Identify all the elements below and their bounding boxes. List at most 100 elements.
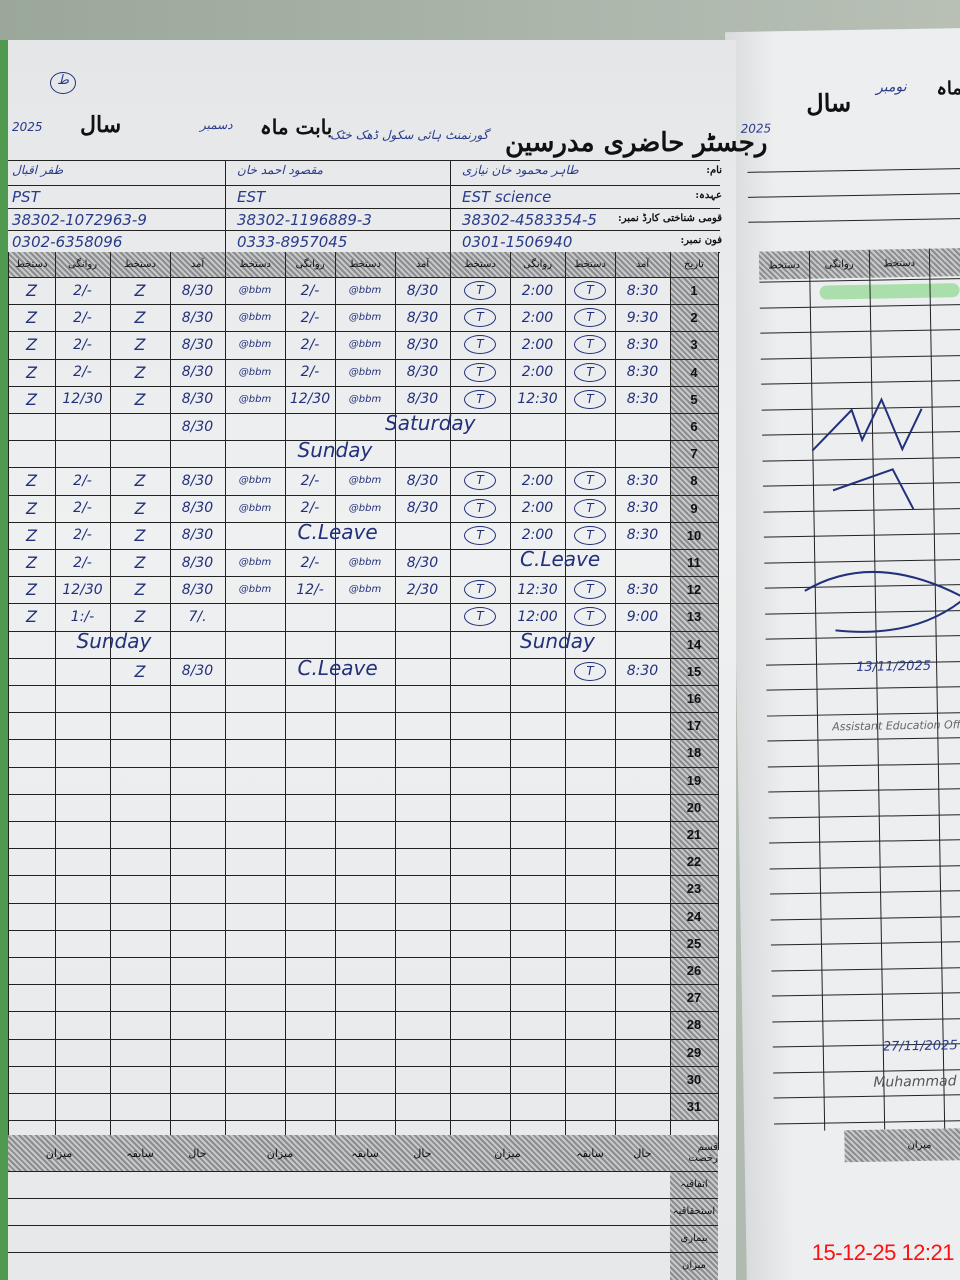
signature-mark: Z [110,304,170,331]
arrival-time: 8:30 [626,500,659,517]
arrival-time: 8/30 [181,472,214,489]
signature-mark: T [565,576,615,603]
leave-type-row: بیماری [680,1233,708,1244]
signature-icon: @bbm [238,312,272,324]
teacher-2-phone: 0333-8957045 [237,233,348,251]
right-header: روانگی [824,258,854,270]
signature-icon: T [574,335,606,355]
right-date: 13/11/2025 [856,658,932,675]
signature-icon: Z [134,308,146,328]
signature-icon: @bbm [238,285,272,297]
teacher-3-designation: PST [12,188,40,206]
departure-time: 2/- [300,336,320,353]
arrival-time: 8/30 [406,554,439,571]
column-header: روانگی [67,259,98,270]
signature-mark: Z [110,495,170,522]
teacher-1-cnic: 38302-4583354-5 [462,211,597,229]
signature-icon: T [574,661,606,681]
signature-mark: @bbm [335,277,395,304]
signature-mark: T [565,331,615,358]
signature-icon: @bbm [238,475,272,487]
arrival-time: 8/30 [181,418,214,435]
signature-icon: Z [134,389,146,409]
day-number: 2 [690,310,698,326]
info-label-cnic: قومی شناختی کارڈ نمبر: [618,213,722,224]
arrival-time: 7/. [188,608,207,625]
arrival-time: 2/30 [406,581,439,598]
day-number: 8 [690,473,698,489]
signature-mark: @bbm [335,576,395,603]
right-stamp-name: Muhammad [873,1073,957,1091]
day-number: 31 [686,1099,702,1115]
signature-mark: T [565,386,615,413]
signature-icon: Z [26,553,37,573]
day-column-band [670,252,718,1121]
day-number: 19 [686,772,702,788]
signature-mark: Z [8,331,55,358]
day-number: 7 [690,446,698,462]
handwritten-note: C.Leave [297,655,378,680]
right-year-label: سال [806,88,852,118]
signature-icon: @bbm [238,366,272,378]
signature-mark: @bbm [225,467,285,494]
teacher-1-designation: EST science [462,188,552,206]
arrival-time: 8:30 [626,282,659,299]
signature-icon: Z [134,335,146,355]
departure-time: 12:00 [517,608,558,625]
signature-icon: Z [26,389,37,409]
arrival-time: 8:30 [626,663,659,680]
signature-mark: T [565,277,615,304]
signature-mark: @bbm [335,495,395,522]
signature-mark: Z [110,549,170,576]
signature-icon: T [574,471,606,491]
arrival-time: 8/30 [406,309,439,326]
signature-mark: T [450,386,510,413]
leave-summary-column: میزان [45,1146,73,1160]
leave-type-row: استحقاقیہ [672,1206,716,1217]
signature-icon: T [574,389,606,409]
signature-mark: Z [110,658,170,685]
header-band [8,252,718,277]
signature-icon: @bbm [348,502,382,514]
column-header: دستخط [124,259,156,270]
arrival-time: 8/30 [181,554,214,571]
departure-time: 1:/- [70,608,95,625]
arrival-time: 8/30 [406,391,439,408]
year-value: 2025 [12,120,43,134]
arrival-time: 8:30 [626,472,659,489]
teacher-3-phone: 0302-6358096 [12,233,123,251]
signature-mark: T [450,576,510,603]
signature-mark: T [450,304,510,331]
arrival-time: 8:30 [626,581,659,598]
signature-mark: T [450,603,510,630]
signature-icon: @bbm [238,557,272,569]
column-header: روانگی [295,259,325,270]
departure-time: 2/- [73,364,92,381]
signature-mark: Z [110,467,170,494]
signature-icon: @bbm [348,312,382,324]
signature-icon: @bbm [238,584,272,596]
signature-mark: Z [8,359,55,386]
day-number: 17 [686,718,702,734]
day-number: 4 [690,364,698,380]
signature-icon: Z [134,553,146,573]
day-number: 30 [686,1071,702,1087]
day-number: 12 [686,582,702,598]
signature-icon: Z [26,607,37,627]
signature-mark: Z [110,331,170,358]
right-date: 27/11/2025 [882,1038,958,1055]
info-label-name: نام: [706,165,722,176]
teacher-1-name: طاہر محمود خان نیازی [462,163,579,177]
departure-time: 12/30 [289,391,331,408]
departure-time: 2/- [73,554,92,571]
column-header: دستخط [349,259,381,270]
signature-icon: T [464,525,496,545]
departure-time: 2:00 [521,282,554,299]
arrival-time: 8/30 [181,581,214,598]
teacher-3-cnic: 38302-1072963-9 [12,211,147,229]
signature-icon: Z [134,471,146,491]
month-label: بابت ماہ [260,115,333,139]
column-header: آمد [190,259,205,270]
signature-mark: Z [8,467,55,494]
